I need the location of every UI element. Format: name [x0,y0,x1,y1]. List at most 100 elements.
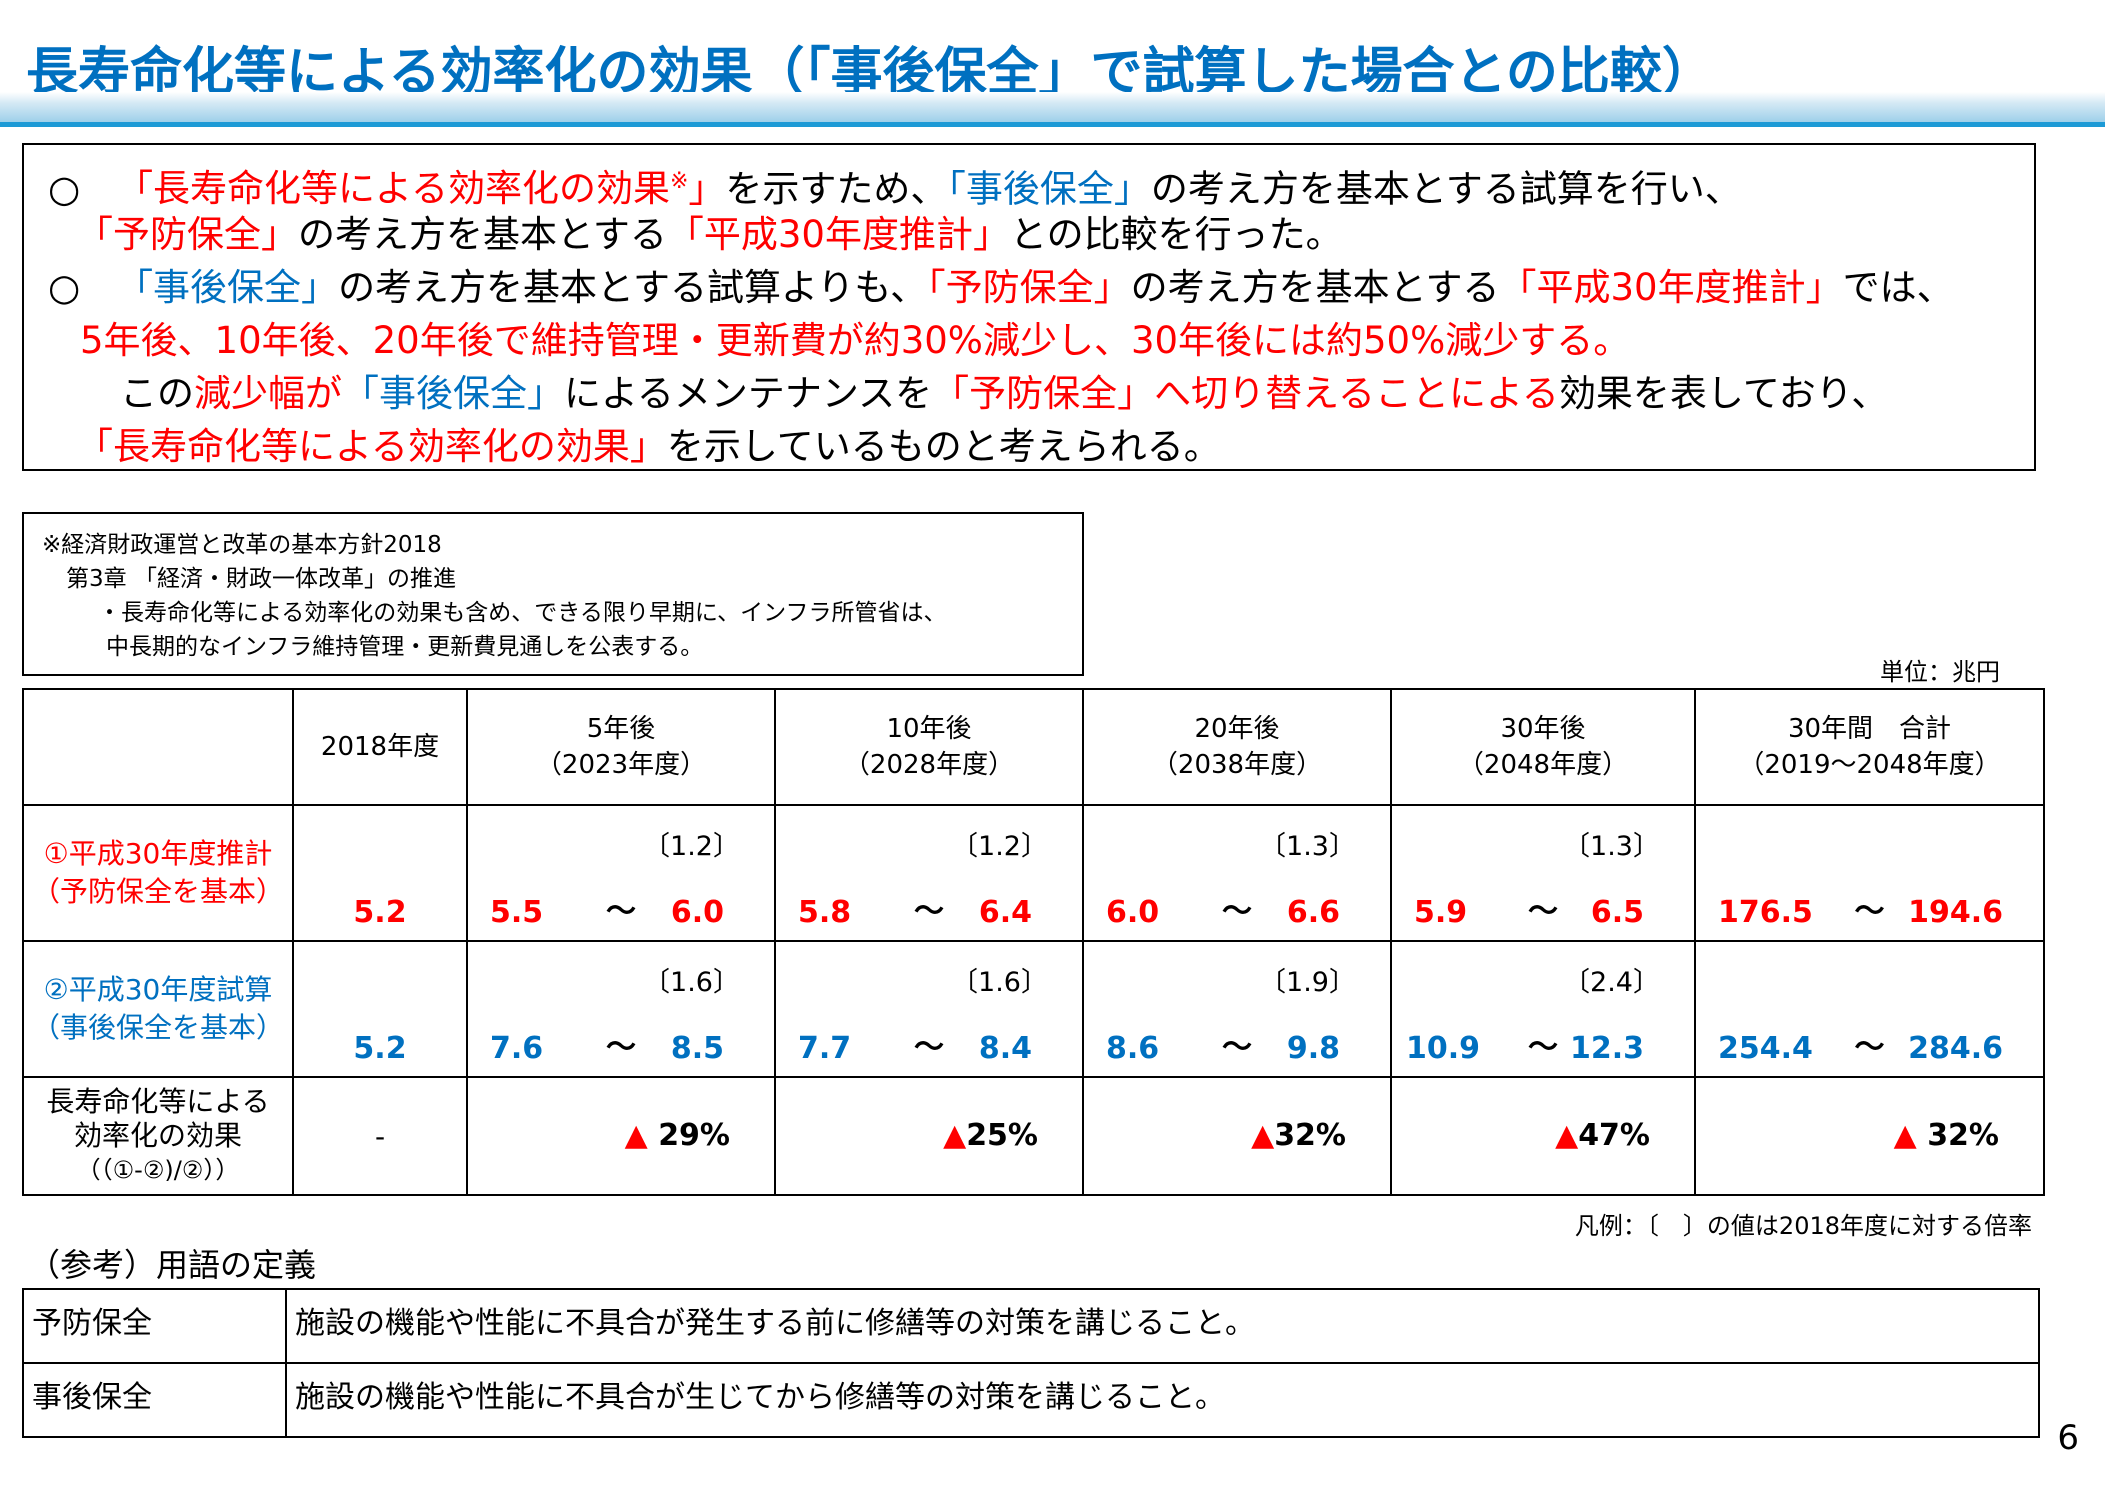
row-label: ①平成30年度推計 （予防保全を基本） [22,804,294,942]
decrease-triangle-icon: ▲ [624,1118,648,1153]
range-tilde: ～ [606,894,636,929]
range-tilde: ～ [1854,1030,1885,1065]
ratio-value: 〔1.6〕 [951,967,1048,998]
effect-value: 29% [658,1118,730,1153]
definitions-table: 予防保全 施設の機能や性能に不具合が発生する前に修繕等の対策を講じること。 事後… [22,1288,2040,1438]
summary-text: の考え方を基本とする試算よりも、 [338,266,928,309]
range-tilde: ～ [1854,894,1885,929]
header-cell: 20年後 （2038年度） [1082,688,1392,806]
ratio-value: 〔1.2〕 [951,831,1048,862]
range-tilde: ～ [914,1030,944,1065]
range-tilde: ～ [1528,1030,1558,1065]
ratio-value: 〔2.4〕 [1563,967,1660,998]
summary-text: 「平成30年度推計」 [1499,266,1843,309]
decrease-triangle-icon: ▲ [1893,1118,1917,1153]
summary-text: この [120,372,194,415]
bullet: ○ [48,266,81,309]
summary-text: の考え方を基本とする [1130,266,1500,309]
value-high: 6.5 [1590,895,1644,930]
bullet: ○ [48,167,81,211]
summary-box: ○ 「長寿命化等による効率化の効果※」を示すため、「事後保全」の考え方を基本とす… [22,143,2036,471]
value-base: - [374,1119,386,1153]
summary-text: を示しているものと考えられる。 [666,425,1221,468]
value-low: 7.6 [490,1031,544,1066]
value-low: 176.5 [1718,895,1813,930]
header-text: 10年後 [886,714,972,744]
row-label-line: （（①-②)/②）） [76,1156,240,1184]
table-row-estimate: ①平成30年度推計 （予防保全を基本） 5.2 〔1.2〕 5.5 ～ 6.0 〔1.2… [22,804,2045,942]
table-row-effect: 長寿命化等による 効率化の効果 （（①-②)/②）） - ▲ 29% ▲25% ▲3… [22,1076,2045,1196]
row-label-line: 長寿命化等による [46,1085,270,1118]
reference-title: （参考）用語の定義 [28,1246,317,1284]
header-subtext: （2038年度） [1151,750,1323,780]
header-cell [22,688,294,806]
header-text: 30年後 [1500,714,1586,744]
table-cell: 176.5 ～ 194.6 [1694,804,2045,942]
page-number: 6 [2057,1418,2079,1458]
value-high: 12.3 [1569,1031,1644,1066]
title-band [0,92,2105,122]
decrease-triangle-icon: ▲ [1251,1118,1275,1153]
comparison-table: 2018年度 5年後 （2023年度） 10年後 （2028年度） 20年後 （203… [22,688,2045,1196]
summary-text: の考え方を基本とする試算を行い、 [1150,167,1742,211]
value-base: 5.2 [353,1031,407,1066]
summary-line-5: この減少幅が「事後保全」によるメンテナンスを「予防保全」へ切り替えることによる効… [120,367,1888,420]
range-tilde: ～ [1222,894,1252,929]
header-text: 20年後 [1194,714,1280,744]
ratio-value: 〔1.2〕 [643,831,740,862]
table-cell: ▲32% [1082,1076,1392,1196]
unit-label: 単位：兆円 [1880,658,2000,686]
range-tilde: ～ [606,1030,636,1065]
definition-text: 施設の機能や性能に不具合が発生する前に修繕等の対策を講じること。 [285,1288,2040,1364]
summary-text: 「予防保全」へ切り替えることによる [932,372,1559,415]
summary-line-4: 5年後、10年後、20年後で維持管理・更新費が約30%減少し、30年後には約50… [80,319,1631,362]
footnote-line: 第3章 「経済・財政一体改革」の推進 [66,566,456,592]
decrease-triangle-icon: ▲ [1555,1118,1579,1153]
range-tilde: ～ [1222,1030,1252,1065]
table-cell: 〔1.9〕 8.6 ～ 9.8 [1082,940,1392,1078]
summary-text: 「事後保全」 [947,167,1151,211]
row-label: ②平成30年度試算 （事後保全を基本） [22,940,294,1078]
header-cell: 30年間 合計 （2019～2048年度） [1694,688,2045,806]
table-cell: 5.2 [292,940,468,1078]
summary-line-6: 「長寿命化等による効率化の効果」を示しているものと考えられる。 [76,420,1221,473]
summary-text: 「事後保全」 [116,266,339,309]
value-high: 194.6 [1908,895,2003,930]
footnote-line: ・長寿命化等による効率化の効果も含め、できる限り早期に、インフラ所管省は、 [98,600,947,626]
header-cell: 5年後 （2023年度） [466,688,776,806]
table-cell: 〔1.2〕 5.8 ～ 6.4 [774,804,1084,942]
summary-text: の考え方を基本とする [298,213,667,256]
value-low: 7.7 [798,1031,852,1066]
row-label-line: ②平成30年度試算 [43,973,273,1006]
effect-value: 32% [1927,1118,1999,1153]
value-low: 8.6 [1106,1031,1160,1066]
table-legend: 凡例：〔 〕の値は2018年度に対する倍率 [1574,1212,2032,1240]
table-cell: 〔1.6〕 7.7 ～ 8.4 [774,940,1084,1078]
value-high: 9.8 [1286,1031,1340,1066]
footnote-line: 中長期的なインフラ維持管理・更新費見通しを公表する。 [106,634,704,660]
value-low: 6.0 [1106,895,1160,930]
summary-text: 「予防保全」 [927,266,1131,309]
table-cell: ▲25% [774,1076,1084,1196]
definition-row: 予防保全 施設の機能や性能に不具合が発生する前に修繕等の対策を講じること。 [22,1288,2040,1364]
header-subtext: （2028年度） [843,750,1015,780]
ratio-value: 〔1.3〕 [1259,831,1356,862]
summary-line-1: ○ 「長寿命化等による効率化の効果※」を示すため、「事後保全」の考え方を基本とす… [48,155,1742,215]
decrease-triangle-icon: ▲ [943,1118,967,1153]
footnote-mark: ※ [669,169,689,194]
row-label-line: ①平成30年度推計 [43,837,273,870]
summary-text: との比較を行った。 [1009,213,1343,256]
summary-text: によるメンテナンスを [564,372,933,415]
summary-line-2: 「予防保全」の考え方を基本とする「平成30年度推計」との比較を行った。 [76,208,1343,261]
table-cell: 〔2.4〕 10.9 ～ 12.3 [1390,940,1696,1078]
summary-text: 「平成30年度推計」 [666,213,1010,256]
summary-line-3: ○ 「事後保全」の考え方を基本とする試算よりも、「予防保全」の考え方を基本とする… [48,261,1954,314]
definition-text: 施設の機能や性能に不具合が生じてから修繕等の対策を講じること。 [285,1362,2040,1438]
table-cell: 5.2 [292,804,468,942]
effect-value: 32% [1274,1118,1346,1153]
table-header-row: 2018年度 5年後 （2023年度） 10年後 （2028年度） 20年後 （203… [22,688,2045,806]
value-high: 8.4 [978,1031,1032,1066]
table-cell: 〔1.6〕 7.6 ～ 8.5 [466,940,776,1078]
summary-text: 「長寿命化等による効率化の効果 [116,167,670,211]
row-label-line: （事後保全を基本） [31,1011,284,1044]
